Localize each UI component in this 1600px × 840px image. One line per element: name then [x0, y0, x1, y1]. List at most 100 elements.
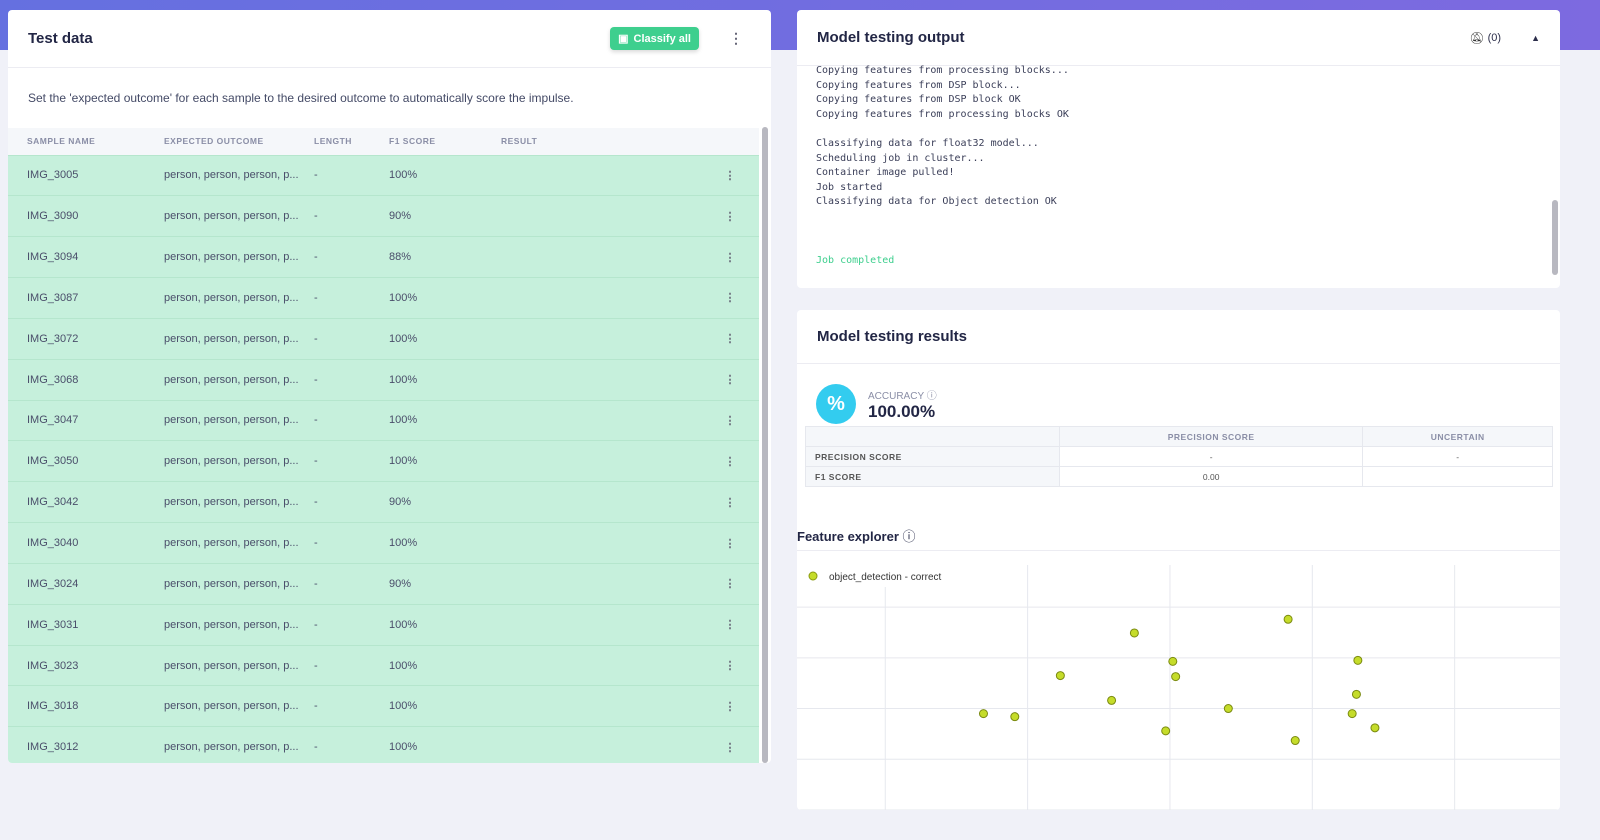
data-point[interactable] [1283, 614, 1293, 624]
cell-outcome: person, person, person, p... [164, 522, 314, 564]
log-line: Job started [816, 181, 883, 193]
cell-f1: 90% [389, 481, 501, 523]
collapse-icon[interactable]: ▲ [1531, 32, 1540, 43]
table-row[interactable]: IMG_3094 person, person, person, p... -88%… [8, 236, 759, 278]
cell-result [501, 236, 701, 278]
cell-f1: 100% [389, 603, 501, 646]
cell-name: IMG_3023 [8, 644, 164, 686]
more-options-icon[interactable]: ⋮ [729, 30, 743, 46]
table-row[interactable]: IMG_3040 person, person, person, p... -100… [8, 522, 759, 564]
clipboard-check-icon: ▣ [618, 33, 629, 45]
legend-label: object_detection - correct [829, 572, 942, 583]
col-header: SAMPLE NAME [8, 128, 164, 155]
feature-scatter-plot[interactable]: object_detection - correct [797, 560, 1560, 810]
col-header: F1 SCORE [389, 128, 501, 155]
help-icon[interactable]: ⓘ [926, 390, 937, 402]
table-row[interactable]: IMG_3087 person, person, person, p... -100… [8, 277, 759, 319]
table-row[interactable]: IMG_3068 person, person, person, p... -100… [8, 358, 759, 401]
data-point[interactable] [1351, 689, 1361, 699]
cell-result [501, 685, 701, 727]
cell: - [1362, 446, 1553, 467]
cell-outcome: person, person, person, p... [164, 277, 314, 319]
data-point[interactable] [1171, 672, 1181, 682]
table-row[interactable]: IMG_3072 person, person, person, p... -100… [8, 317, 759, 360]
cell-result [501, 522, 701, 564]
cell-length: - [314, 440, 389, 482]
table-row[interactable]: IMG_3005 person, person, person, p... -100… [8, 154, 759, 196]
data-point[interactable] [1010, 712, 1020, 722]
row-menu-icon[interactable]: ⋮ [701, 236, 759, 278]
table-row[interactable]: IMG_3012 person, person, person, p... -100… [8, 726, 759, 763]
table-row[interactable]: IMG_3023 person, person, person, p... -100… [8, 644, 759, 686]
row-menu-icon[interactable]: ⋮ [701, 562, 759, 605]
cell-outcome: person, person, person, p... [164, 399, 314, 441]
data-point[interactable] [978, 709, 988, 719]
cell-length: - [314, 522, 389, 564]
row-menu-icon[interactable]: ⋮ [701, 440, 759, 482]
help-icon[interactable]: ⓘ [902, 529, 916, 544]
row-menu-icon[interactable]: ⋮ [701, 154, 759, 196]
log-line [816, 239, 1541, 254]
cell-outcome: person, person, person, p... [164, 154, 314, 196]
row-menu-icon[interactable]: ⋮ [701, 317, 759, 360]
table-row[interactable]: IMG_3031 person, person, person, p... -100… [8, 603, 759, 646]
classify-all-button[interactable]: ▣ Classify all [610, 27, 699, 50]
row-menu-icon[interactable]: ⋮ [701, 399, 759, 441]
row-menu-icon[interactable]: ⋮ [701, 277, 759, 319]
panel-title: Model testing results [817, 328, 968, 345]
cell-result [501, 399, 701, 441]
cell-outcome: person, person, person, p... [164, 603, 314, 646]
row-menu-icon[interactable]: ⋮ [701, 195, 759, 237]
data-point[interactable] [1129, 628, 1139, 638]
row-menu-icon[interactable]: ⋮ [701, 726, 759, 763]
feature-explorer-title: Feature explorer [797, 529, 899, 544]
data-point[interactable] [1107, 695, 1117, 705]
cell-length: - [314, 603, 389, 646]
cell-f1: 100% [389, 644, 501, 686]
cell-length: - [314, 481, 389, 523]
row-menu-icon[interactable]: ⋮ [701, 522, 759, 564]
scrollbar[interactable] [762, 127, 768, 763]
log-output: Copying features from processing blocks.… [797, 64, 1560, 268]
cell-length: - [314, 154, 389, 196]
model-testing-output-panel: Model testing output 🔕︎ (0) ▲ Copying fe… [797, 10, 1560, 288]
data-point[interactable] [1161, 726, 1171, 736]
data-point[interactable] [1370, 723, 1380, 733]
cell-result [501, 726, 701, 763]
cell-name: IMG_3072 [8, 317, 164, 360]
cell-f1: 100% [389, 440, 501, 482]
row-menu-icon[interactable]: ⋮ [701, 481, 759, 523]
cell-outcome: person, person, person, p... [164, 726, 314, 763]
row-menu-icon[interactable]: ⋮ [701, 685, 759, 727]
scrollbar[interactable] [1552, 200, 1558, 275]
table-row[interactable]: IMG_3024 person, person, person, p... -90%… [8, 562, 759, 605]
row-menu-icon[interactable]: ⋮ [701, 603, 759, 646]
table-row[interactable]: IMG_3018 person, person, person, p... -100… [8, 685, 759, 727]
cell-name: IMG_3005 [8, 154, 164, 196]
data-point[interactable] [1353, 655, 1363, 665]
panel-title: Model testing output [817, 29, 965, 46]
table-row[interactable]: IMG_3090 person, person, person, p... -90%… [8, 195, 759, 237]
notification-count[interactable]: (0) [1487, 31, 1502, 44]
samples-table: SAMPLE NAME EXPECTED OUTCOME LENGTH F1 S… [8, 128, 759, 763]
data-point[interactable] [1223, 704, 1233, 714]
table-row[interactable]: IMG_3047 person, person, person, p... -100… [8, 399, 759, 441]
cell-outcome: person, person, person, p... [164, 481, 314, 523]
bell-off-icon[interactable]: 🔕︎ [1469, 30, 1485, 45]
data-point[interactable] [1347, 709, 1357, 719]
table-row[interactable]: IMG_3050 person, person, person, p... -100… [8, 440, 759, 482]
accuracy-value: 100.00% [868, 401, 936, 421]
table-row[interactable]: IMG_3042 person, person, person, p... -90%… [8, 481, 759, 523]
log-line [816, 122, 1541, 137]
row-menu-icon[interactable]: ⋮ [701, 358, 759, 401]
data-point[interactable] [1168, 656, 1178, 666]
cell-outcome: person, person, person, p... [164, 317, 314, 360]
data-point[interactable] [1055, 671, 1065, 681]
data-point[interactable] [1290, 736, 1300, 746]
cell-length: - [314, 358, 389, 401]
log-line [816, 210, 1541, 225]
cell-f1: 100% [389, 277, 501, 319]
cell-name: IMG_3094 [8, 236, 164, 278]
col-header: RESULT [501, 128, 701, 155]
row-menu-icon[interactable]: ⋮ [701, 644, 759, 686]
